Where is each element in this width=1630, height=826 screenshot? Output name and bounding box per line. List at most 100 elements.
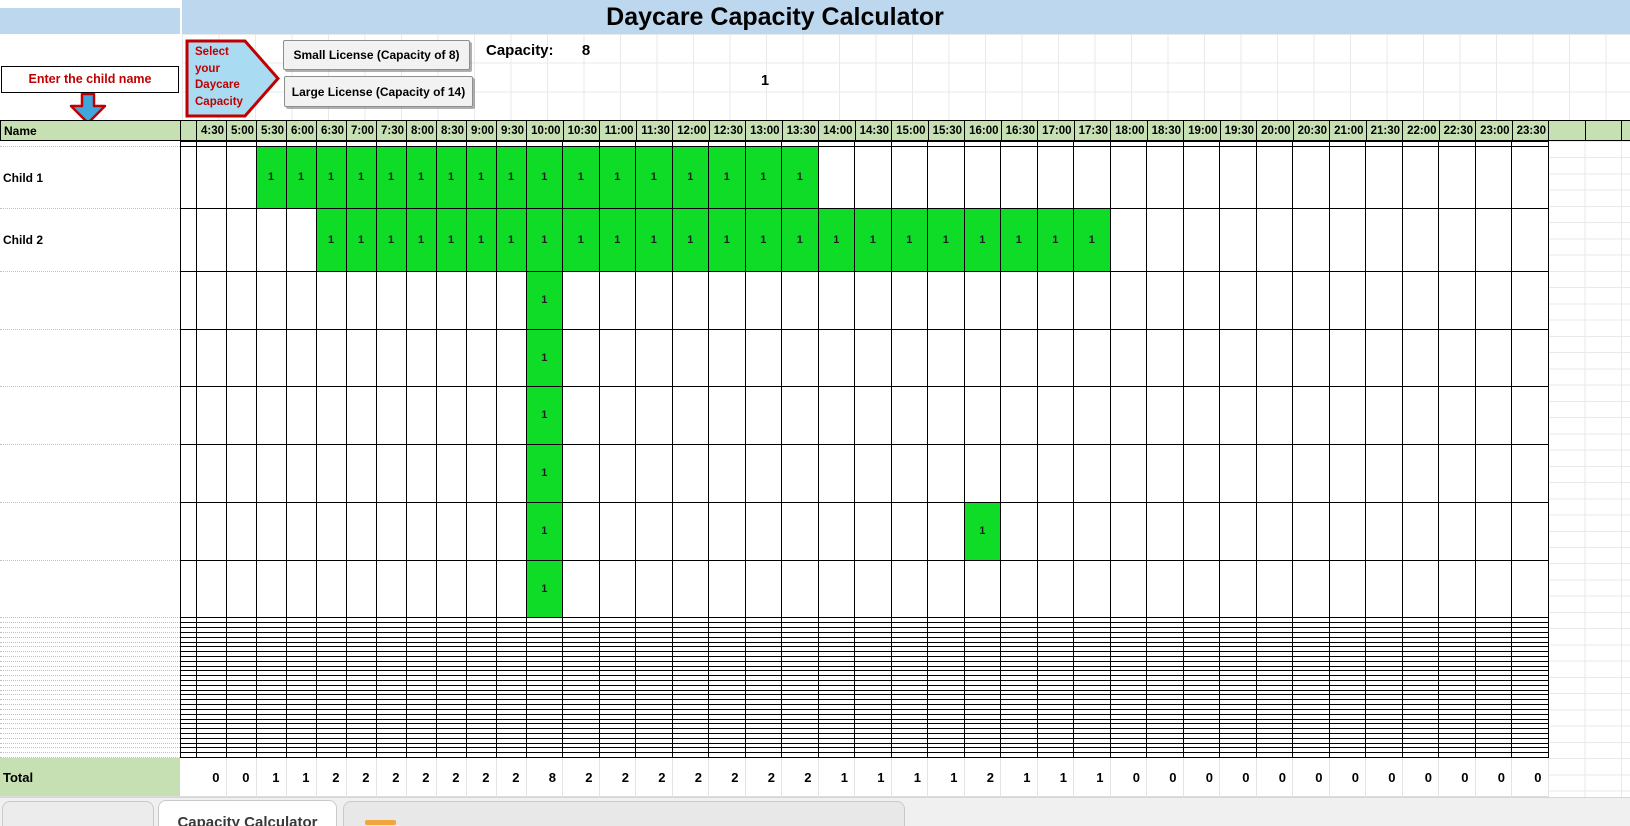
schedule-cell[interactable] bbox=[744, 328, 782, 388]
schedule-cell[interactable] bbox=[1000, 444, 1038, 503]
schedule-cell[interactable] bbox=[315, 328, 347, 388]
schedule-cell[interactable] bbox=[495, 328, 527, 388]
schedule-cell[interactable] bbox=[1109, 444, 1147, 503]
schedule-cell[interactable] bbox=[1036, 145, 1074, 210]
schedule-cell[interactable] bbox=[495, 270, 527, 330]
child-name-cell[interactable] bbox=[0, 743, 180, 749]
schedule-cell[interactable] bbox=[1438, 752, 1476, 758]
schedule-cell[interactable] bbox=[375, 328, 407, 388]
booked-cell[interactable]: 1 bbox=[854, 208, 892, 272]
schedule-cell[interactable] bbox=[195, 145, 227, 210]
schedule-cell[interactable] bbox=[495, 559, 527, 619]
schedule-cell[interactable] bbox=[1438, 328, 1476, 388]
schedule-cell[interactable] bbox=[890, 444, 928, 503]
booked-cell[interactable]: 1 bbox=[465, 208, 497, 272]
booked-cell[interactable]: 1 bbox=[963, 501, 1001, 561]
schedule-cell[interactable] bbox=[927, 444, 965, 503]
schedule-cell[interactable] bbox=[1036, 444, 1074, 503]
schedule-cell[interactable] bbox=[890, 501, 928, 561]
schedule-cell[interactable] bbox=[1109, 752, 1147, 758]
schedule-cell[interactable] bbox=[375, 444, 407, 503]
schedule-cell[interactable] bbox=[1438, 501, 1476, 561]
schedule-cell[interactable] bbox=[1182, 328, 1220, 388]
schedule-cell[interactable] bbox=[1438, 444, 1476, 503]
booked-cell[interactable]: 1 bbox=[345, 145, 377, 210]
booked-cell[interactable]: 1 bbox=[890, 208, 928, 272]
schedule-cell[interactable] bbox=[1073, 752, 1111, 758]
schedule-cell[interactable] bbox=[744, 444, 782, 503]
child-name-cell[interactable] bbox=[0, 661, 180, 667]
schedule-cell[interactable] bbox=[562, 752, 600, 758]
schedule-cell[interactable] bbox=[255, 501, 287, 561]
booked-cell[interactable]: 1 bbox=[1000, 208, 1038, 272]
schedule-cell[interactable] bbox=[963, 328, 1001, 388]
schedule-cell[interactable] bbox=[1219, 145, 1257, 210]
schedule-cell[interactable] bbox=[1073, 328, 1111, 388]
child-name-cell[interactable] bbox=[0, 680, 180, 686]
booked-cell[interactable]: 1 bbox=[781, 208, 819, 272]
booked-cell[interactable]: 1 bbox=[525, 386, 563, 446]
schedule-cell[interactable] bbox=[1474, 386, 1512, 446]
child-name-cell[interactable] bbox=[0, 651, 180, 657]
child-name-cell[interactable] bbox=[0, 685, 180, 691]
schedule-cell[interactable] bbox=[1000, 270, 1038, 330]
schedule-cell[interactable] bbox=[562, 270, 600, 330]
schedule-cell[interactable] bbox=[315, 752, 347, 758]
schedule-cell[interactable] bbox=[405, 559, 437, 619]
schedule-cell[interactable] bbox=[671, 752, 709, 758]
schedule-cell[interactable] bbox=[1109, 559, 1147, 619]
schedule-cell[interactable] bbox=[1219, 386, 1257, 446]
schedule-cell[interactable] bbox=[1109, 145, 1147, 210]
schedule-cell[interactable] bbox=[1109, 270, 1147, 330]
child-name-cell[interactable] bbox=[0, 752, 180, 758]
schedule-cell[interactable] bbox=[927, 501, 965, 561]
booked-cell[interactable]: 1 bbox=[495, 145, 527, 210]
schedule-cell[interactable] bbox=[315, 444, 347, 503]
child-name-cell[interactable] bbox=[0, 690, 180, 696]
child-name-cell[interactable] bbox=[0, 560, 180, 619]
schedule-cell[interactable] bbox=[635, 270, 673, 330]
schedule-cell[interactable] bbox=[1511, 328, 1549, 388]
schedule-cell[interactable] bbox=[285, 501, 317, 561]
booked-cell[interactable]: 1 bbox=[525, 501, 563, 561]
schedule-cell[interactable] bbox=[1146, 752, 1184, 758]
schedule-cell[interactable] bbox=[854, 145, 892, 210]
schedule-cell[interactable] bbox=[1511, 501, 1549, 561]
schedule-cell[interactable] bbox=[179, 501, 197, 561]
schedule-cell[interactable] bbox=[179, 752, 197, 758]
schedule-cell[interactable] bbox=[562, 328, 600, 388]
schedule-cell[interactable] bbox=[1292, 328, 1330, 388]
schedule-cell[interactable] bbox=[255, 328, 287, 388]
schedule-cell[interactable] bbox=[195, 386, 227, 446]
schedule-cell[interactable] bbox=[708, 328, 746, 388]
child-name-cell[interactable] bbox=[0, 502, 180, 561]
schedule-cell[interactable] bbox=[435, 270, 467, 330]
schedule-cell[interactable] bbox=[635, 386, 673, 446]
schedule-cell[interactable] bbox=[1000, 328, 1038, 388]
schedule-cell[interactable] bbox=[435, 386, 467, 446]
schedule-cell[interactable] bbox=[671, 559, 709, 619]
child-name-cell[interactable] bbox=[0, 386, 180, 446]
schedule-cell[interactable] bbox=[495, 752, 527, 758]
schedule-cell[interactable] bbox=[817, 752, 855, 758]
schedule-cell[interactable] bbox=[890, 752, 928, 758]
schedule-cell[interactable] bbox=[1000, 501, 1038, 561]
schedule-cell[interactable] bbox=[1511, 752, 1549, 758]
schedule-cell[interactable] bbox=[744, 559, 782, 619]
schedule-cell[interactable] bbox=[671, 386, 709, 446]
schedule-cell[interactable] bbox=[405, 270, 437, 330]
booked-cell[interactable]: 1 bbox=[405, 145, 437, 210]
schedule-cell[interactable] bbox=[495, 444, 527, 503]
schedule-cell[interactable] bbox=[927, 752, 965, 758]
schedule-cell[interactable] bbox=[781, 501, 819, 561]
child-name-cell[interactable] bbox=[0, 675, 180, 681]
child-name-cell[interactable] bbox=[0, 646, 180, 653]
schedule-cell[interactable] bbox=[1365, 559, 1403, 619]
schedule-cell[interactable] bbox=[195, 559, 227, 619]
booked-cell[interactable]: 1 bbox=[927, 208, 965, 272]
schedule-cell[interactable] bbox=[1438, 270, 1476, 330]
schedule-cell[interactable] bbox=[1474, 752, 1512, 758]
booked-cell[interactable]: 1 bbox=[708, 208, 746, 272]
booked-cell[interactable]: 1 bbox=[744, 145, 782, 210]
child-name-cell[interactable] bbox=[0, 733, 180, 739]
